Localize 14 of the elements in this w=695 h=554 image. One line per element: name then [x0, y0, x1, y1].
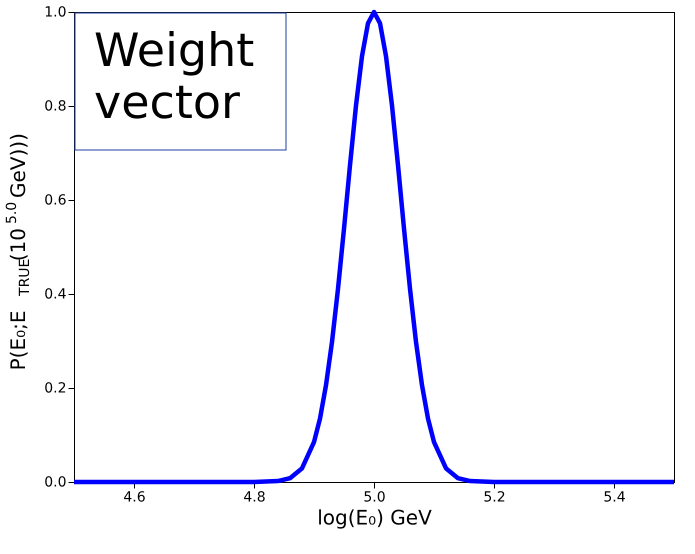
y-axis-title: P(E₀;ETRUE(105.0GeV))) — [4, 133, 33, 370]
x-axis-title: log(E₀) GeV — [317, 506, 432, 530]
x-tick-label: 5.4 — [603, 490, 626, 506]
y-tick-label: 0.2 — [44, 380, 66, 396]
x-tick-label: 5.0 — [363, 490, 386, 506]
x-tick-label: 4.6 — [123, 490, 146, 506]
y-tick-label: 1.0 — [44, 4, 66, 20]
annotation: Weight vector — [94, 23, 254, 129]
y-tick-label: 0.0 — [44, 474, 66, 490]
x-tick-label: 4.8 — [243, 490, 266, 506]
y-tick-label: 0.6 — [44, 192, 67, 208]
x-tick-label: 5.2 — [483, 490, 506, 506]
y-tick-label: 0.4 — [44, 286, 67, 302]
y-tick-label: 0.8 — [44, 98, 66, 114]
